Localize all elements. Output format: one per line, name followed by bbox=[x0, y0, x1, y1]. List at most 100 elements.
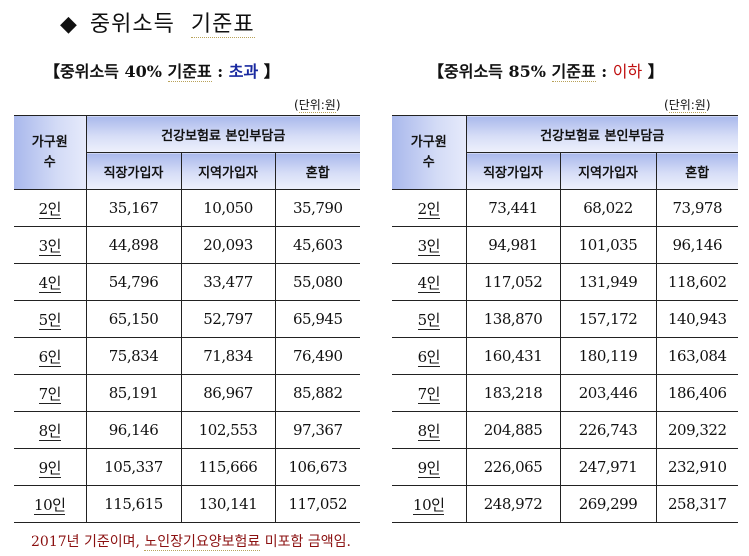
cell-regional: 20,093 bbox=[180, 226, 276, 264]
cell-size: 2인 bbox=[14, 189, 87, 227]
footnote-part2: 미포함 금액임. bbox=[260, 534, 351, 550]
table-median-40: 가구원 수 건강보험료 본인부담금 직장가입자 지역가입자 혼합 2인 35,16… bbox=[14, 115, 360, 523]
heading-colon: : bbox=[595, 62, 613, 81]
header-household-size: 가구원 수 bbox=[14, 115, 87, 190]
bracket-open: 【 bbox=[44, 62, 61, 81]
table-row: 9인 105,337 115,666 106,673 bbox=[14, 448, 360, 486]
cell-regional: 115,666 bbox=[180, 448, 276, 486]
size-text: 7인 bbox=[38, 384, 61, 404]
table-row: 6인 75,834 71,834 76,490 bbox=[14, 337, 360, 375]
table-heading-85: 【중위소득 85% 기준표 : 이하 】 bbox=[428, 58, 664, 82]
cell-mixed: 258,317 bbox=[655, 485, 738, 523]
table-row: 2인 35,167 10,050 35,790 bbox=[14, 189, 360, 227]
cell-size: 8인 bbox=[14, 411, 87, 449]
cell-employee: 96,146 bbox=[85, 411, 182, 449]
cell-mixed: 65,945 bbox=[274, 300, 360, 338]
cell-employee: 226,065 bbox=[465, 448, 561, 486]
bracket-open: 【 bbox=[428, 62, 445, 81]
cell-employee: 248,972 bbox=[465, 485, 561, 523]
cell-employee: 138,870 bbox=[465, 300, 561, 338]
size-text: 5인 bbox=[38, 310, 61, 330]
table-row: 7인 85,191 86,967 85,882 bbox=[14, 374, 360, 412]
cell-regional: 102,553 bbox=[180, 411, 276, 449]
size-text: 4인 bbox=[417, 273, 440, 293]
table-row: 3인 44,898 20,093 45,603 bbox=[14, 226, 360, 264]
bracket-close: 】 bbox=[258, 62, 280, 81]
unit-paren-close: ) bbox=[335, 98, 341, 112]
unit-paren-close: ) bbox=[705, 98, 711, 112]
cell-regional: 10,050 bbox=[180, 189, 276, 227]
size-text: 6인 bbox=[38, 347, 61, 367]
cell-employee: 73,441 bbox=[465, 189, 561, 227]
size-text: 2인 bbox=[38, 199, 61, 219]
cell-mixed: 55,080 bbox=[274, 263, 360, 301]
bracket-close: 】 bbox=[642, 62, 664, 81]
table-row: 4인 54,796 33,477 55,080 bbox=[14, 263, 360, 301]
cell-regional: 131,949 bbox=[559, 263, 657, 301]
cell-regional: 203,446 bbox=[559, 374, 657, 412]
cell-mixed: 76,490 bbox=[274, 337, 360, 375]
cell-mixed: 117,052 bbox=[274, 485, 360, 523]
cell-size: 3인 bbox=[392, 226, 467, 264]
table-row: 2인 73,441 68,022 73,978 bbox=[392, 189, 738, 227]
size-text: 8인 bbox=[38, 421, 61, 441]
table-row: 9인 226,065 247,971 232,910 bbox=[392, 448, 738, 486]
table-row: 8인 96,146 102,553 97,367 bbox=[14, 411, 360, 449]
cell-employee: 160,431 bbox=[465, 337, 561, 375]
cell-employee: 75,834 bbox=[85, 337, 182, 375]
unit-paren-open: ( bbox=[294, 98, 299, 112]
heading-underlined: 기준표 bbox=[167, 62, 212, 82]
size-text: 5인 bbox=[417, 310, 440, 330]
table-row: 7인 183,218 203,446 186,406 bbox=[392, 374, 738, 412]
cell-regional: 86,967 bbox=[180, 374, 276, 412]
cell-size: 8인 bbox=[392, 411, 467, 449]
size-text: 8인 bbox=[417, 421, 440, 441]
cell-employee: 183,218 bbox=[465, 374, 561, 412]
status-below: 이하 bbox=[612, 62, 643, 81]
cell-regional: 33,477 bbox=[180, 263, 276, 301]
table-median-85: 가구원 수 건강보험료 본인부담금 직장가입자 지역가입자 혼합 2인 73,44… bbox=[392, 115, 738, 523]
size-text: 10인 bbox=[34, 495, 66, 515]
cell-mixed: 163,084 bbox=[655, 337, 738, 375]
cell-employee: 85,191 bbox=[85, 374, 182, 412]
cell-regional: 157,172 bbox=[559, 300, 657, 338]
cell-mixed: 186,406 bbox=[655, 374, 738, 412]
cell-mixed: 45,603 bbox=[274, 226, 360, 264]
cell-size: 6인 bbox=[14, 337, 87, 375]
cell-employee: 115,615 bbox=[85, 485, 182, 523]
status-exceed: 초과 bbox=[228, 62, 259, 81]
header-insurance-group: 건강보험료 본인부담금 bbox=[465, 115, 738, 153]
size-text: 7인 bbox=[417, 384, 440, 404]
header-regional: 지역가입자 bbox=[180, 152, 276, 190]
cell-employee: 117,052 bbox=[465, 263, 561, 301]
size-text: 9인 bbox=[38, 458, 61, 478]
header-employee: 직장가입자 bbox=[466, 152, 561, 190]
cell-employee: 204,885 bbox=[465, 411, 561, 449]
cell-regional: 130,141 bbox=[180, 485, 276, 523]
cell-size: 3인 bbox=[14, 226, 87, 264]
cell-mixed: 209,322 bbox=[655, 411, 738, 449]
size-text: 10인 bbox=[413, 495, 445, 515]
unit-text: 단위:원 bbox=[668, 98, 706, 113]
cell-mixed: 85,882 bbox=[274, 374, 360, 412]
table-row: 5인 138,870 157,172 140,943 bbox=[392, 300, 738, 338]
header-household-line1: 가구원 bbox=[31, 134, 68, 150]
table-row: 8인 204,885 226,743 209,322 bbox=[392, 411, 738, 449]
cell-employee: 35,167 bbox=[85, 189, 182, 227]
cell-regional: 101,035 bbox=[559, 226, 657, 264]
cell-mixed: 73,978 bbox=[655, 189, 738, 227]
page-title: ◆ 중위소득 기준표 bbox=[60, 6, 255, 38]
cell-employee: 54,796 bbox=[85, 263, 182, 301]
table-row: 6인 160,431 180,119 163,084 bbox=[392, 337, 738, 375]
cell-size: 5인 bbox=[392, 300, 467, 338]
header-mixed: 혼합 bbox=[655, 152, 738, 190]
cell-regional: 52,797 bbox=[180, 300, 276, 338]
cell-size: 6인 bbox=[392, 337, 467, 375]
cell-regional: 247,971 bbox=[559, 448, 657, 486]
cell-mixed: 106,673 bbox=[274, 448, 360, 486]
size-text: 2인 bbox=[417, 199, 440, 219]
footnote-underlined: 노인장기요양보험료 bbox=[144, 534, 261, 551]
table-row: 3인 94,981 101,035 96,146 bbox=[392, 226, 738, 264]
cell-employee: 65,150 bbox=[85, 300, 182, 338]
cell-mixed: 97,367 bbox=[274, 411, 360, 449]
